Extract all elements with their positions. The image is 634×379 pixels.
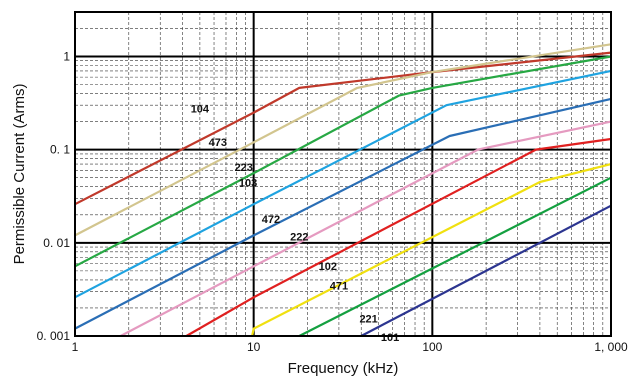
series-label-101: 101: [381, 332, 399, 344]
series-line-221: [298, 176, 612, 337]
x-tick-label: 1: [72, 340, 79, 354]
series-line-223: [74, 55, 612, 268]
y-tick-label: 1: [63, 49, 70, 63]
y-tick-label: 0. 001: [37, 329, 71, 343]
plot-frame: [74, 11, 612, 337]
series-label-223: 223: [235, 162, 253, 174]
series-line-104: [74, 51, 612, 206]
series-line-473: [74, 43, 612, 237]
series-label-472: 472: [262, 214, 280, 226]
tick-labels: 1 10 100 1, 000 0. 001 0. 01 0. 1 1: [37, 49, 628, 354]
series-line-472: [74, 97, 612, 330]
y-axis-label: Permissible Current (Arms): [11, 84, 28, 265]
series-label-102: 102: [319, 261, 337, 273]
x-axis-label: Frequency (kHz): [288, 360, 399, 377]
series-label-221: 221: [359, 313, 377, 325]
series-lines: [74, 43, 612, 337]
series-label-222: 222: [290, 231, 308, 243]
series-label-473: 473: [209, 137, 227, 149]
series-label-103: 103: [239, 178, 257, 190]
x-tick-label: 10: [247, 340, 261, 354]
series-line-101: [360, 204, 612, 337]
series-line-103: [74, 69, 612, 299]
series-label-104: 104: [191, 103, 210, 115]
y-tick-label: 0. 01: [43, 236, 70, 250]
series-line-102: [185, 137, 612, 337]
series-label-471: 471: [330, 280, 348, 292]
series-line-471: [251, 163, 612, 337]
x-tick-label: 1, 000: [594, 340, 628, 354]
x-tick-label: 100: [422, 340, 442, 354]
y-tick-label: 0. 1: [50, 143, 70, 157]
series-labels: 104 473 223 103 472 222 102 471 221 101: [191, 103, 400, 344]
series-line-222: [120, 120, 612, 337]
